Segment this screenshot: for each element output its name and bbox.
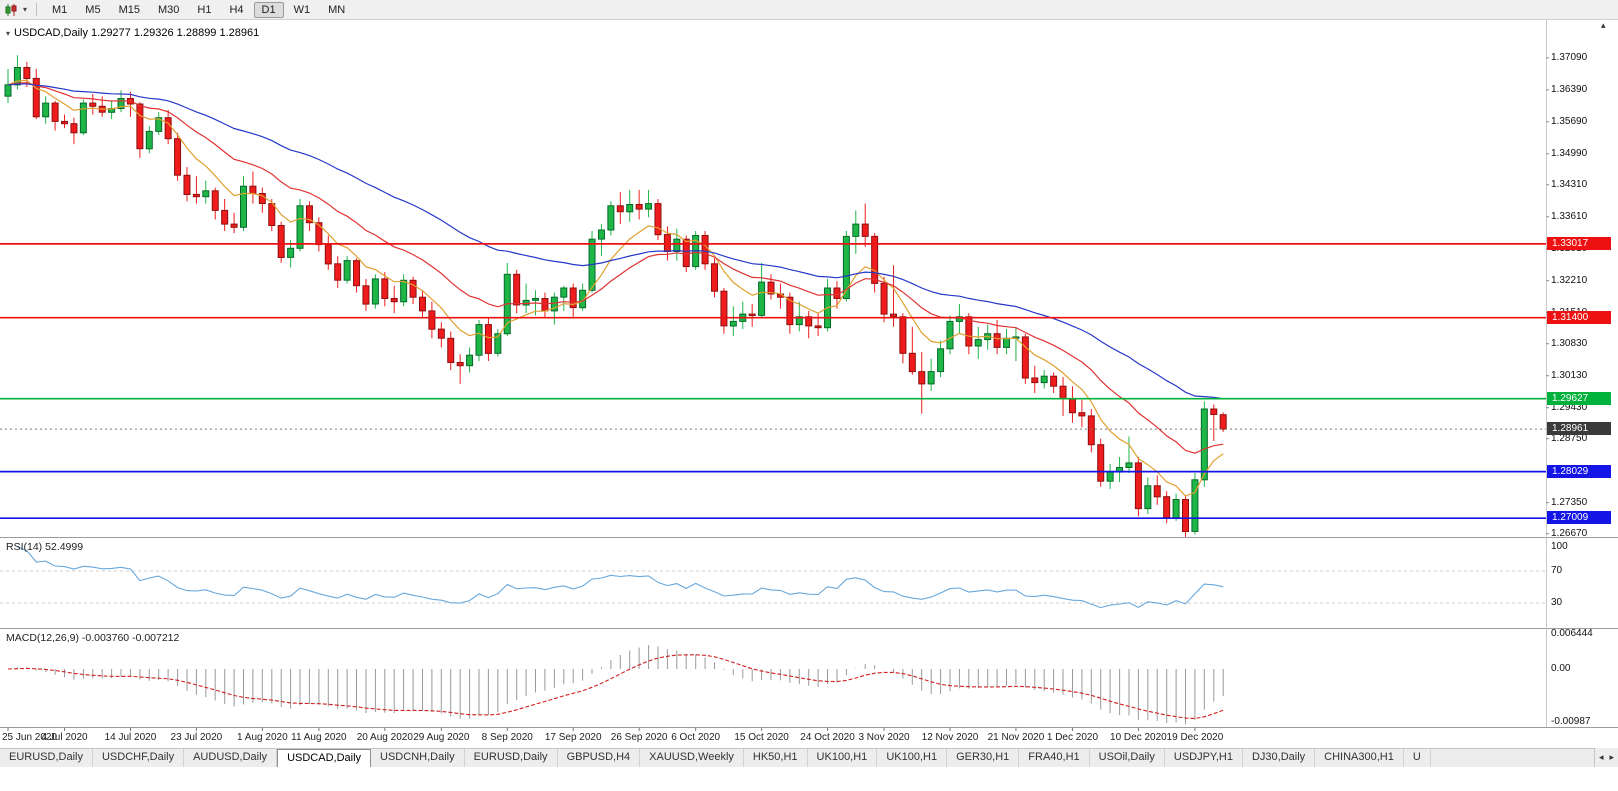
macd-level-label: -0.00987 bbox=[1551, 716, 1591, 728]
date-axis-label: 20 Aug 2020 bbox=[356, 732, 413, 743]
timeframe-button-h1[interactable]: H1 bbox=[197, 3, 212, 16]
price-axis-label: 1.32210 bbox=[1551, 274, 1588, 286]
symbol-tab-bar: EURUSD,Daily USDCHF,Daily AUDUSD,Daily USDC… bbox=[0, 748, 1618, 767]
timeframe-button-m30[interactable]: M30 bbox=[157, 3, 180, 16]
symbol-tab-usoil-daily[interactable]: USOil,Daily bbox=[1090, 749, 1165, 767]
symbol-tab-ger30-h1[interactable]: GER30,H1 bbox=[947, 749, 1020, 767]
price-axis-label: 1.29430 bbox=[1551, 401, 1588, 413]
symbol-tab-usdjpy-h1[interactable]: USDJPY,H1 bbox=[1165, 749, 1243, 767]
chart-title: ▾ USDCAD,Daily 1.29277 1.29326 1.28899 1… bbox=[6, 27, 259, 39]
symbol-tab-china300-h1[interactable]: CHINA300,H1 bbox=[1315, 749, 1404, 767]
date-axis-label: 19 Dec 2020 bbox=[1166, 732, 1224, 743]
date-axis-label: 24 Oct 2020 bbox=[800, 732, 855, 743]
price-axis-label: 1.37090 bbox=[1551, 51, 1588, 63]
date-axis-label: 25 Jun 2020 bbox=[2, 732, 58, 743]
date-axis-label: 1 Dec 2020 bbox=[1046, 732, 1099, 743]
date-axis-label: 8 Sep 2020 bbox=[481, 732, 533, 743]
timeframe-button-h4[interactable]: H4 bbox=[229, 3, 244, 16]
symbol-tab-hk50-h1[interactable]: HK50,H1 bbox=[744, 749, 808, 767]
chart-ohlc-text: USDCAD,Daily 1.29277 1.29326 1.28899 1.2… bbox=[14, 27, 260, 39]
ma-line-20 bbox=[7, 82, 1224, 454]
hline-price-chip: 1.31400 bbox=[1547, 310, 1611, 324]
ma-line-8 bbox=[7, 79, 1224, 497]
main-toolbar: ▾ M1 M5 M15 M30 H1 H4 D1 W1 MN bbox=[0, 0, 1618, 20]
price-axis-label: 1.28750 bbox=[1551, 432, 1588, 444]
symbol-tab-u[interactable]: U bbox=[1404, 749, 1431, 767]
scroll-up-icon[interactable]: ▴ bbox=[1601, 20, 1606, 30]
date-axis-label: 29 Aug 2020 bbox=[413, 732, 470, 743]
chart-canvas[interactable] bbox=[0, 20, 1618, 747]
price-axis-label: 1.34310 bbox=[1551, 178, 1588, 190]
macd-indicator-label: MACD(12,26,9) -0.003760 -0.007212 bbox=[6, 632, 180, 644]
date-axis-label: 1 Aug 2020 bbox=[237, 732, 288, 743]
timeframe-button-m5[interactable]: M5 bbox=[85, 3, 101, 16]
date-axis-label: 17 Sep 2020 bbox=[544, 732, 602, 743]
rsi-indicator-label: RSI(14) 52.4999 bbox=[6, 541, 84, 553]
pane-separators bbox=[0, 20, 1618, 728]
timeframe-button-m1[interactable]: M1 bbox=[52, 3, 68, 16]
date-axis-label: 21 Nov 2020 bbox=[987, 732, 1045, 743]
price-axis-label: 1.27350 bbox=[1551, 496, 1588, 508]
symbol-tab-eurusd-daily[interactable]: EURUSD,Daily bbox=[0, 749, 93, 767]
date-axis-label: 15 Oct 2020 bbox=[734, 732, 789, 743]
symbol-tab-xauusd-weekly[interactable]: XAUUSD,Weekly bbox=[640, 749, 744, 767]
current-price-chip: 1.28961 bbox=[1547, 422, 1611, 436]
toolbar-separator bbox=[36, 3, 38, 16]
macd-level-label: 0.006444 bbox=[1551, 628, 1593, 640]
price-axis-label: 1.36390 bbox=[1551, 83, 1588, 95]
price-axis-label: 1.30830 bbox=[1551, 337, 1588, 349]
timeframe-button-m15[interactable]: M15 bbox=[118, 3, 140, 16]
title-marker-icon[interactable]: ▾ bbox=[6, 28, 11, 38]
horizontal-price-lines[interactable] bbox=[0, 243, 1546, 520]
macd-histogram bbox=[16, 645, 1224, 725]
timeframe-buttons: M1 M5 M15 M30 H1 H4 D1 W1 MN bbox=[43, 1, 354, 18]
symbol-tab-usdchf-daily[interactable]: USDCHF,Daily bbox=[93, 749, 185, 767]
tab-scroll-arrows: ◂ ▸ bbox=[1593, 748, 1618, 767]
macd-signal-line bbox=[7, 654, 1224, 720]
price-axis-label: 1.33610 bbox=[1551, 210, 1588, 222]
macd-level-label: 0.00 bbox=[1551, 663, 1571, 674]
symbol-tab-uk100-h1[interactable]: UK100,H1 bbox=[808, 749, 878, 767]
date-axis-label: 11 Aug 2020 bbox=[291, 732, 347, 743]
chart-region[interactable]: 1.37090 1.36390 1.35690 1.34990 1.34310 1.336… bbox=[0, 20, 1618, 747]
price-axis-label: 1.34990 bbox=[1551, 147, 1588, 159]
price-axis-label: 1.26670 bbox=[1551, 527, 1588, 539]
symbol-tab-usdcad-daily[interactable]: USDCAD,Daily bbox=[277, 749, 372, 767]
hline-price-chip: 1.33017 bbox=[1547, 236, 1611, 250]
date-axis-label: 10 Dec 2020 bbox=[1110, 732, 1167, 743]
timeframe-button-d1[interactable]: D1 bbox=[253, 1, 284, 18]
chart-dropdown-icon[interactable]: ▾ bbox=[23, 5, 28, 14]
date-axis-label: 4 Jul 2020 bbox=[41, 732, 88, 743]
hline-price-chip: 1.29627 bbox=[1547, 391, 1611, 405]
date-axis-label: 6 Oct 2020 bbox=[671, 732, 721, 743]
tab-scroll-left-icon[interactable]: ◂ bbox=[1598, 752, 1604, 762]
symbol-tab-eurusd-daily[interactable]: EURUSD,Daily bbox=[465, 749, 558, 767]
rsi-level-label: 100 bbox=[1551, 541, 1568, 552]
symbol-tab-gbpusd-h4[interactable]: GBPUSD,H4 bbox=[558, 749, 641, 767]
hline-price-chip: 1.27009 bbox=[1547, 511, 1611, 525]
price-axis-label: 1.30130 bbox=[1551, 369, 1588, 381]
date-axis-label: 14 Jul 2020 bbox=[104, 732, 157, 743]
rsi-line bbox=[17, 546, 1224, 609]
date-axis-label: 23 Jul 2020 bbox=[170, 732, 223, 743]
date-axis-label: 3 Nov 2020 bbox=[858, 732, 910, 743]
symbol-tab-usdcnh-daily[interactable]: USDCNH,Daily bbox=[371, 749, 465, 767]
symbol-tab-dj30-daily[interactable]: DJ30,Daily bbox=[1243, 749, 1316, 767]
timeframe-button-w1[interactable]: W1 bbox=[293, 3, 311, 16]
chart-overlays: 1.37090 1.36390 1.35690 1.34990 1.34310 1.336… bbox=[0, 20, 1618, 747]
symbol-tab-uk100-h1[interactable]: UK100,H1 bbox=[877, 749, 948, 767]
rsi-level-label: 30 bbox=[1551, 597, 1563, 608]
tab-scroll-right-icon[interactable]: ▸ bbox=[1609, 752, 1614, 762]
symbol-tab-audusd-daily[interactable]: AUDUSD,Daily bbox=[184, 749, 278, 767]
ma-line-45 bbox=[7, 83, 1224, 400]
date-axis-label: 12 Nov 2020 bbox=[921, 732, 979, 743]
price-axis-label: 1.35690 bbox=[1551, 115, 1588, 127]
hline-price-chip: 1.28029 bbox=[1547, 464, 1611, 478]
rsi-level-label: 70 bbox=[1551, 565, 1563, 576]
symbol-tab-fra40-h1[interactable]: FRA40,H1 bbox=[1019, 749, 1090, 767]
timeframe-button-mn[interactable]: MN bbox=[328, 3, 346, 16]
chart-type-icon[interactable] bbox=[5, 3, 18, 16]
date-axis-label: 26 Sep 2020 bbox=[610, 732, 668, 743]
